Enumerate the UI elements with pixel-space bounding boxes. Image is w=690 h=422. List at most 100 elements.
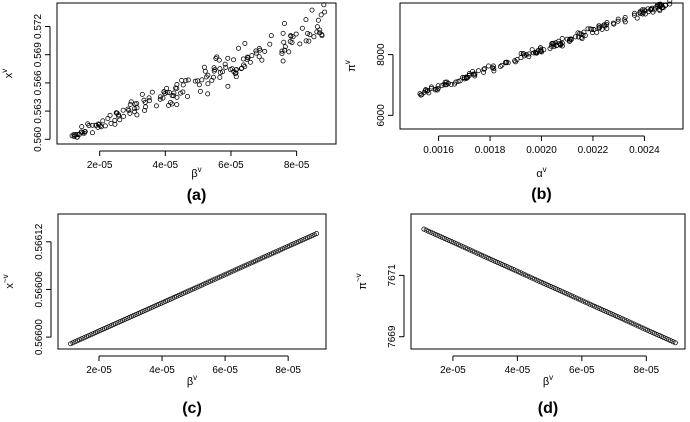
- data-point: [587, 301, 593, 307]
- y-tick-label: 0.56612: [34, 223, 45, 260]
- data-point: [569, 293, 575, 299]
- data-point: [280, 58, 286, 64]
- data-point: [247, 59, 253, 65]
- data-point: [100, 118, 106, 124]
- data-point: [102, 123, 108, 129]
- data-point: [174, 102, 180, 108]
- data-point: [631, 12, 637, 18]
- data-point: [491, 68, 497, 74]
- data-point: [665, 337, 671, 343]
- x-tick-label: 4e-05: [149, 365, 175, 376]
- data-point: [582, 299, 588, 305]
- data-point: [455, 78, 461, 84]
- data-point: [631, 10, 637, 16]
- data-point: [282, 245, 288, 251]
- data-point: [490, 257, 496, 263]
- data-point: [142, 307, 148, 313]
- data-point: [571, 294, 577, 300]
- data-point: [268, 251, 274, 257]
- data-point: [97, 328, 103, 334]
- data-point: [221, 272, 227, 278]
- y-axis-title: π~v: [354, 273, 369, 289]
- data-point: [520, 271, 526, 277]
- data-point: [112, 121, 118, 127]
- x-tick-label: 0.0016: [423, 145, 454, 156]
- data-point: [663, 336, 669, 342]
- data-point: [262, 254, 268, 260]
- data-point: [135, 311, 141, 316]
- data-point: [439, 234, 445, 240]
- data-point: [631, 321, 637, 327]
- data-point: [573, 295, 579, 301]
- data-point: [149, 304, 155, 310]
- data-point: [293, 240, 299, 246]
- data-point: [244, 262, 250, 268]
- data-point: [142, 99, 148, 105]
- data-point: [603, 309, 609, 314]
- data-point: [250, 259, 256, 265]
- y-axis-title: x~v: [1, 274, 16, 288]
- data-point: [160, 299, 166, 305]
- data-point: [428, 84, 434, 90]
- data-point: [670, 339, 676, 345]
- data-point: [196, 283, 202, 289]
- data-point: [173, 85, 179, 91]
- data-point: [165, 297, 171, 303]
- data-point: [642, 11, 648, 17]
- data-point: [469, 248, 475, 254]
- data-point: [169, 101, 175, 107]
- data-point: [557, 41, 562, 47]
- x-axis-title: βv: [191, 165, 201, 180]
- x-tick-label: 2e-05: [440, 365, 466, 376]
- data-point: [511, 267, 517, 273]
- data-point: [634, 15, 640, 21]
- data-point: [529, 47, 535, 53]
- y-tick-label: 0.572: [33, 14, 44, 39]
- data-point: [286, 49, 292, 55]
- data-point: [81, 335, 87, 341]
- data-point: [488, 256, 494, 262]
- data-point: [596, 23, 602, 29]
- data-point: [253, 50, 259, 56]
- data-point: [668, 338, 674, 344]
- data-point: [456, 242, 461, 248]
- data-point: [185, 77, 191, 83]
- data-point: [428, 229, 434, 235]
- data-point: [241, 263, 247, 269]
- data-point: [315, 17, 321, 23]
- data-point: [424, 88, 430, 94]
- data-point: [92, 330, 98, 336]
- data-point: [513, 268, 519, 274]
- data-point: [562, 290, 568, 296]
- data-point: [225, 83, 231, 89]
- data-point: [124, 316, 130, 322]
- data-point: [504, 264, 510, 270]
- data-point: [460, 244, 466, 250]
- data-point: [114, 110, 120, 116]
- data-point: [442, 79, 448, 85]
- data-point: [442, 236, 448, 241]
- data-point: [462, 245, 468, 251]
- data-point: [153, 103, 159, 109]
- data-point: [101, 326, 107, 332]
- data-point: [647, 328, 653, 334]
- data-point: [557, 288, 563, 294]
- data-point: [610, 312, 616, 318]
- plot-frame: [57, 213, 327, 350]
- data-point: [476, 251, 482, 257]
- x-tick-label: 8e-05: [275, 365, 301, 376]
- data-point: [635, 323, 641, 329]
- data-point: [197, 88, 203, 94]
- data-point: [432, 231, 438, 237]
- data-point: [322, 9, 328, 15]
- data-point: [115, 320, 121, 326]
- data-point: [88, 332, 94, 338]
- data-point: [548, 283, 554, 289]
- data-point: [612, 313, 618, 319]
- data-point: [249, 53, 255, 59]
- x-tick-label: 2e-05: [87, 160, 113, 171]
- data-point: [185, 93, 190, 99]
- x-tick-label: 8e-05: [284, 160, 310, 171]
- data-point: [131, 313, 137, 318]
